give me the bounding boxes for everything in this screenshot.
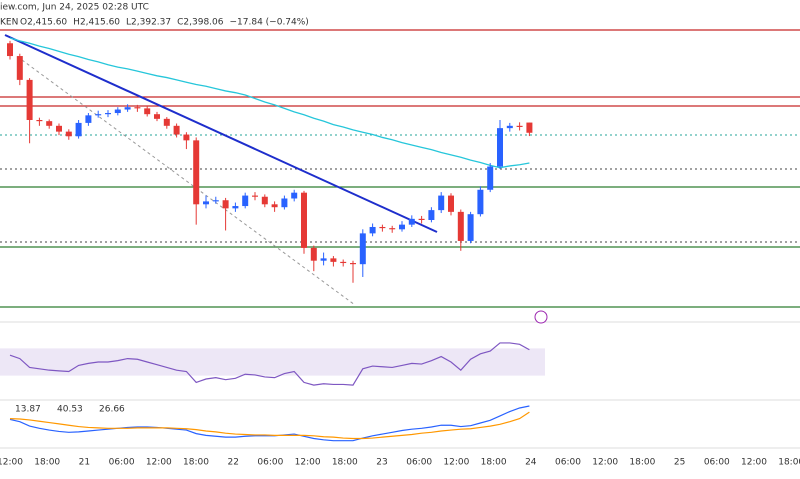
candle-body (310, 247, 317, 261)
candle-body (448, 195, 454, 212)
candle-body (408, 218, 415, 225)
candle-body (271, 204, 278, 208)
ohlc-label: C2,398.06 (177, 18, 224, 28)
symbol: KEN (0, 18, 18, 28)
x-tick-label: 12:00 (592, 458, 618, 468)
x-tick-label: 18:00 (481, 458, 507, 468)
x-tick-label: 06:00 (704, 458, 730, 468)
candle-body (359, 233, 366, 265)
candle-body (379, 226, 386, 229)
candle-body (526, 122, 533, 133)
x-tick-label: 18:00 (183, 458, 209, 468)
candle-body (163, 118, 170, 126)
candle-body (261, 196, 268, 205)
candle-body (16, 56, 23, 80)
candle-body (438, 195, 445, 211)
candle-body (418, 218, 425, 220)
candle-body (7, 43, 13, 57)
candle-body (75, 122, 82, 137)
ohlc-label: L2,392.37 (126, 18, 171, 28)
x-tick-label: 12:00 (146, 458, 172, 468)
candle-body (154, 114, 160, 119)
candle-body (95, 114, 102, 116)
candle-body (114, 109, 121, 114)
macd-line (9, 411, 530, 440)
candle-body (291, 192, 298, 199)
candle-body (340, 261, 347, 264)
candle-body (56, 125, 62, 132)
candle-body (497, 128, 503, 167)
x-tick-label: 18:00 (629, 458, 655, 468)
candle-body (232, 206, 239, 209)
x-tick-label: 12:00 (741, 458, 767, 468)
fib-line (21, 59, 356, 306)
candle-body (242, 195, 249, 207)
macd-readout: 13.87 (15, 405, 41, 415)
candle-body (252, 195, 258, 197)
candle-body (105, 113, 111, 115)
candle-body (183, 134, 190, 141)
x-tick-label: 06:00 (555, 458, 581, 468)
candle-body (428, 210, 435, 220)
ohlc-label: H2,415.60 (73, 18, 120, 28)
candle-body (506, 125, 513, 129)
levels (0, 29, 800, 308)
ohlc-label: −17.84 (−0.74%) (230, 18, 309, 28)
candle-body (144, 108, 151, 115)
trend-line (4, 34, 438, 233)
moving-average (9, 37, 530, 169)
x-tick-label: 23 (376, 458, 387, 468)
candle-body (65, 131, 72, 137)
candle-body (487, 166, 494, 190)
candle-body (85, 115, 92, 123)
candle-body (477, 189, 484, 215)
macd-readout: 26.66 (99, 405, 125, 415)
candle-body (516, 125, 523, 127)
x-tick-label: 22 (227, 458, 238, 468)
candle-body (134, 107, 141, 109)
candle-body (193, 140, 200, 205)
x-tick-label: 12:00 (295, 458, 321, 468)
x-tick-label: 12:00 (443, 458, 469, 468)
x-tick-label: 06:00 (109, 458, 135, 468)
candle-body (222, 200, 229, 209)
x-tick-label: 18:00 (778, 458, 800, 468)
candle-body (173, 125, 180, 135)
candle-body (46, 121, 53, 126)
x-tick-label: 12:00 (0, 458, 23, 468)
macd-readout: 40.53 (57, 405, 83, 415)
rsi-band (0, 348, 545, 376)
x-tick-label: 24 (525, 458, 537, 468)
candle-body (281, 198, 288, 208)
candle-body (389, 228, 396, 230)
candle-body (457, 211, 464, 241)
macd-line (9, 405, 530, 442)
alert-icon (534, 310, 548, 324)
candle-body (330, 258, 337, 262)
candle-body (203, 201, 209, 205)
candle-body (26, 79, 33, 120)
candle-body (350, 263, 356, 265)
candle-body (124, 107, 131, 110)
candle-body (301, 192, 307, 248)
x-tick-label: 06:00 (406, 458, 432, 468)
x-tick-label: 18:00 (34, 458, 60, 468)
x-tick-label: 18:00 (332, 458, 358, 468)
x-tick-label: 06:00 (257, 458, 283, 468)
candle-body (36, 120, 43, 122)
candle-body (399, 224, 405, 230)
ohlc-label: O2,415.60 (20, 18, 67, 28)
rsi-line (9, 342, 530, 386)
chart-title: iew.com, Jun 24, 2025 02:28 UTC (0, 3, 149, 13)
x-tick-label: 21 (79, 458, 90, 468)
candle-body (467, 214, 474, 241)
candle-body (212, 200, 219, 202)
x-tick-label: 25 (674, 458, 685, 468)
candle-body (369, 226, 376, 234)
candle-body (320, 258, 327, 261)
